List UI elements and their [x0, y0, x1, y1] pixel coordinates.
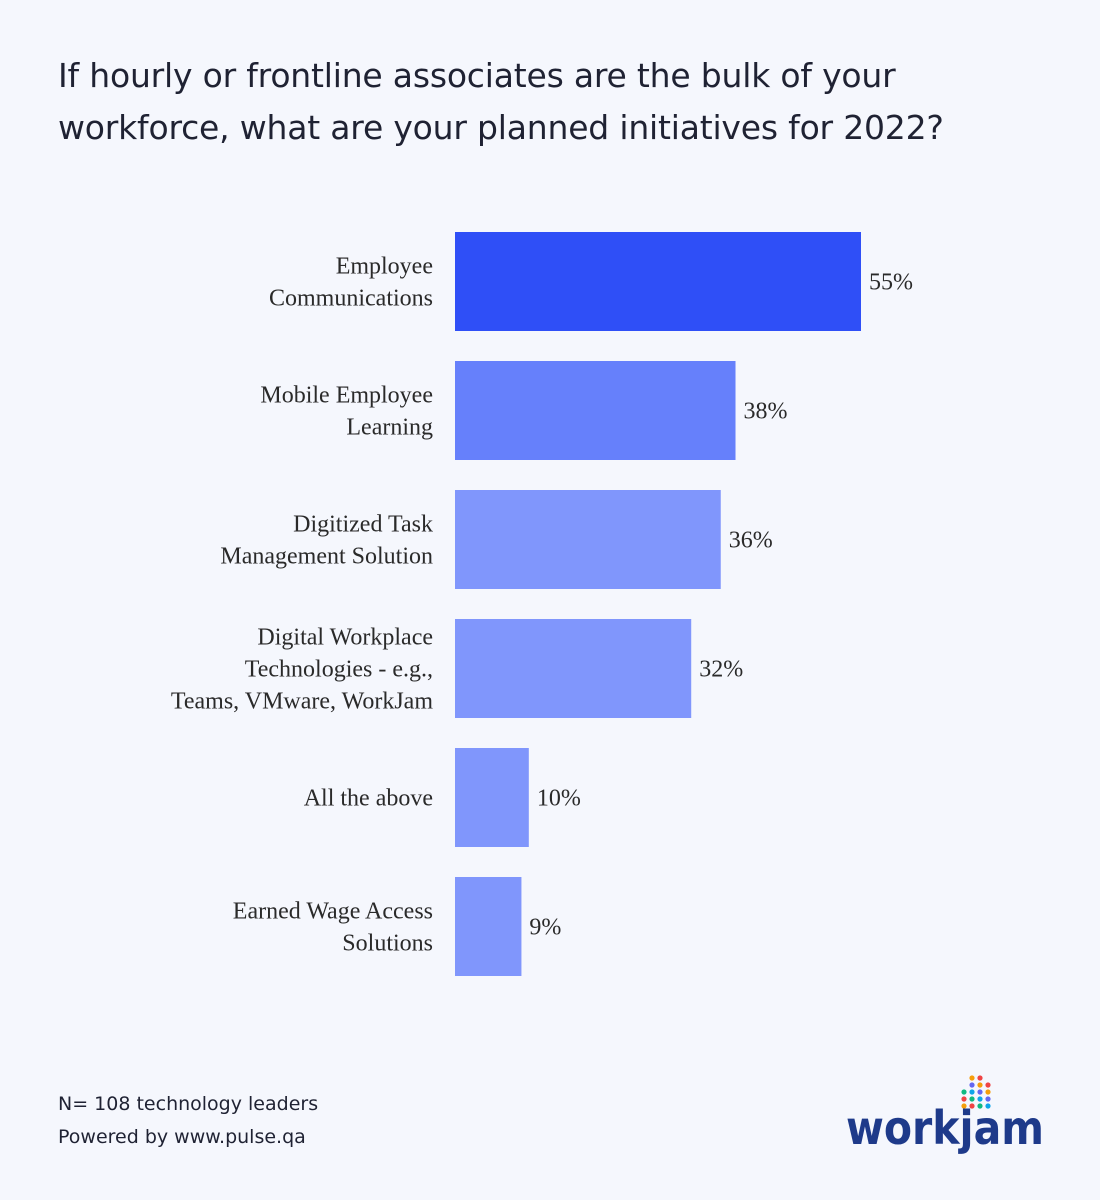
logo-dot [977, 1096, 983, 1102]
category-label: Mobile Employee Learning [260, 383, 433, 441]
bar [455, 490, 721, 589]
logo-dot [961, 1096, 967, 1102]
category-label: Earned Wage Access Solutions [233, 899, 433, 957]
category-label-line: Digital Workplace [257, 625, 433, 651]
category-label-line: Technologies - e.g., [245, 657, 433, 683]
powered-by-note: Powered by www.pulse.qa [58, 1126, 306, 1148]
bar [455, 361, 736, 460]
bar [455, 232, 861, 331]
category-label: Digitized Task Management Solution [220, 512, 433, 570]
category-label-line: Communications [269, 286, 433, 312]
logo-dot [969, 1096, 975, 1102]
logo-dot [961, 1089, 967, 1095]
logo-dot [985, 1103, 991, 1109]
logo-dot [961, 1103, 967, 1109]
bar-chart: 55% Employee Communications 38% Mobile Emplo… [171, 232, 913, 976]
value-label: 36% [729, 528, 773, 554]
category-label-line: Earned Wage Access [233, 899, 433, 925]
value-label: 55% [869, 270, 913, 296]
category-label-line: Management Solution [220, 544, 433, 570]
value-label: 9% [529, 915, 561, 941]
bar [455, 877, 522, 976]
value-label: 38% [744, 399, 788, 425]
logo-dot [977, 1082, 983, 1088]
category-label-line: All the above [304, 786, 433, 812]
category-label-line: Employee [336, 254, 433, 280]
logo-wordmark: workjam [846, 1101, 1044, 1155]
logo-dot [969, 1075, 975, 1081]
chart-title: If hourly or frontline associates are th… [58, 56, 944, 147]
category-label-line: Teams, VMware, WorkJam [171, 689, 433, 715]
value-label: 32% [699, 657, 743, 683]
logo-dot [969, 1089, 975, 1095]
value-label: 10% [537, 786, 581, 812]
category-label-line: Mobile Employee [260, 383, 433, 409]
category-label: Digital Workplace Technologies - e.g., Tea… [171, 625, 433, 715]
category-label: All the above [304, 786, 433, 812]
bar [455, 748, 529, 847]
logo-dot [969, 1103, 975, 1109]
logo-dot [977, 1075, 983, 1081]
logo-dot [985, 1096, 991, 1102]
bar [455, 619, 692, 718]
logo-dot [977, 1103, 983, 1109]
logo-dot [985, 1082, 991, 1088]
logo-dots [961, 1075, 991, 1109]
logo-dot [985, 1089, 991, 1095]
category-label-line: Learning [346, 415, 433, 441]
category-label-line: Solutions [342, 931, 433, 957]
workjam-logo: workjam [846, 1075, 1044, 1155]
logo-dot [969, 1082, 975, 1088]
category-label: Employee Communications [269, 254, 433, 312]
category-label-line: Digitized Task [293, 512, 433, 538]
chart-footer: N= 108 technology leaders Powered by www… [58, 1088, 318, 1154]
logo-dot [977, 1089, 983, 1095]
sample-size-note: N= 108 technology leaders [58, 1093, 319, 1115]
